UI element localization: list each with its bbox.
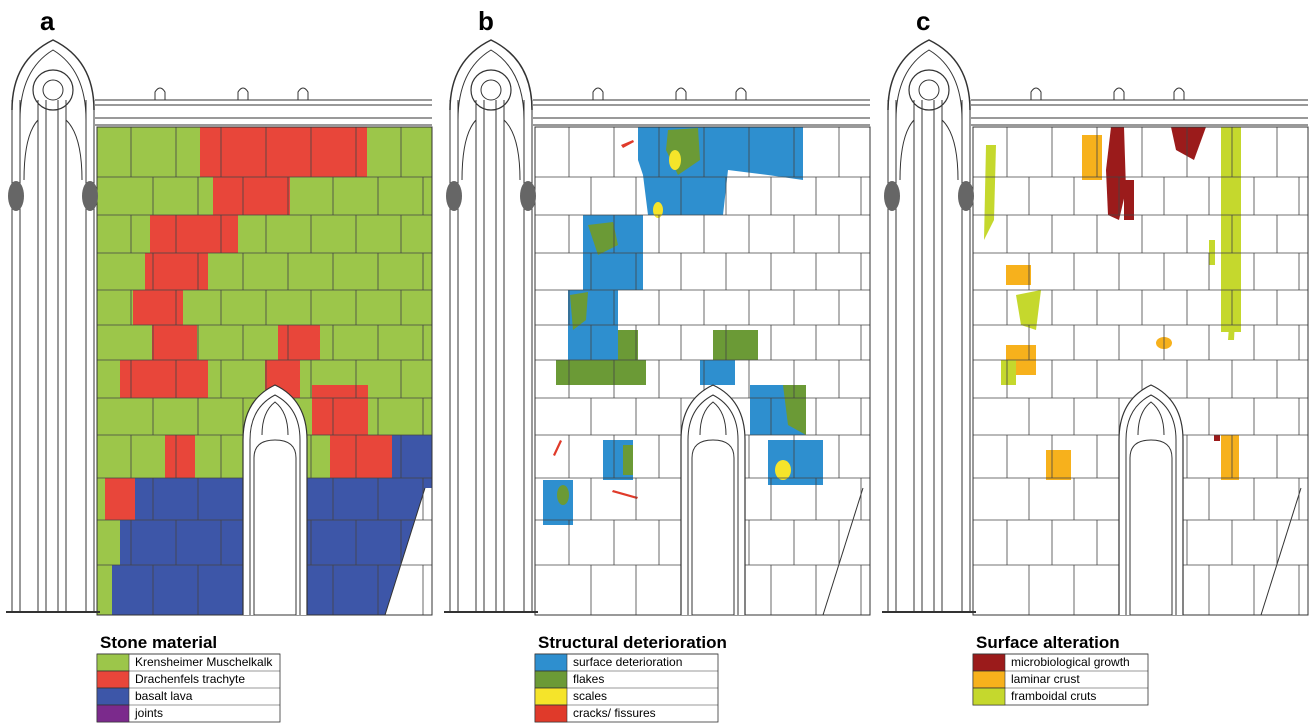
mapped-area [553, 440, 562, 456]
legend-label: framboidal cruts [1011, 689, 1096, 703]
quatrefoil [909, 70, 949, 110]
mapped-area [1006, 265, 1031, 285]
mapped-area [700, 360, 735, 385]
quatrefoil [33, 70, 73, 110]
mapped-area [557, 485, 569, 505]
mapped-area [1001, 360, 1016, 385]
mapped-area [618, 330, 638, 360]
panel: b Structural deterioration surface deterio… [444, 6, 870, 722]
panel-label: c [916, 6, 930, 36]
mapped-area [638, 127, 803, 215]
mapped-area [150, 215, 238, 253]
quatrefoil [919, 80, 939, 100]
quatrefoil [471, 70, 511, 110]
legend-label: basalt lava [135, 689, 193, 703]
legend-swatch [97, 688, 129, 705]
mapped-area [623, 445, 633, 475]
legend-label: microbiological growth [1011, 655, 1130, 669]
mapped-area [1214, 435, 1220, 441]
finial [593, 88, 603, 100]
mapped-area [621, 140, 634, 148]
mapped-area [1209, 240, 1215, 265]
finial [736, 88, 746, 100]
mapped-area [213, 177, 290, 215]
bay [823, 488, 870, 615]
panel-label: b [478, 6, 494, 36]
capital [884, 181, 900, 211]
legend-label: Krensheimer Muschelkalk [135, 655, 273, 669]
mapped-area [1016, 290, 1041, 330]
quatrefoil [43, 80, 63, 100]
mapped-area [775, 460, 791, 480]
mapped-area [1171, 127, 1206, 160]
panel: a Stone material Krensheimer Muschelkalk Dr… [6, 6, 432, 722]
finial [1114, 88, 1124, 100]
mapped-area [543, 480, 573, 525]
quatrefoil [481, 80, 501, 100]
panel: c Surface alteration microbiological growt… [882, 6, 1308, 705]
capital [8, 181, 24, 211]
window-opening [1130, 440, 1172, 615]
mapped-area [145, 253, 208, 290]
capital [82, 181, 98, 211]
mapped-area [1046, 450, 1071, 480]
finial [238, 88, 248, 100]
legend-label: Drachenfels trachyte [135, 672, 245, 686]
bay [1261, 488, 1308, 615]
mapped-area [653, 202, 663, 218]
finial [676, 88, 686, 100]
window-opening [254, 440, 296, 615]
mapped-area [105, 478, 135, 520]
mapped-area [984, 145, 996, 240]
finial [1031, 88, 1041, 100]
capital [520, 181, 536, 211]
mapped-area [120, 360, 208, 398]
figure: a Stone material Krensheimer Muschelkalk Dr… [0, 0, 1310, 724]
mapped-area [330, 435, 392, 478]
finial [1174, 88, 1184, 100]
legend-swatch [973, 671, 1005, 688]
mapped-area [669, 150, 681, 170]
legend-swatch [97, 705, 129, 722]
mapped-area [200, 127, 367, 177]
legend-swatch [97, 671, 129, 688]
legend-label: joints [134, 706, 163, 720]
gothic-arch [462, 120, 520, 180]
mapped-area [612, 490, 638, 499]
finial [298, 88, 308, 100]
legend-title: Structural deterioration [538, 633, 727, 652]
mapped-area [556, 360, 646, 385]
legend-swatch [535, 671, 567, 688]
legend-swatch [973, 688, 1005, 705]
mapped-area [133, 290, 183, 325]
legend-swatch [535, 688, 567, 705]
mapped-area [165, 435, 195, 478]
mapped-area [713, 330, 758, 360]
legend-label: laminar crust [1011, 672, 1080, 686]
mapped-area [1106, 127, 1126, 220]
mapped-area [278, 325, 320, 360]
mapped-area [152, 325, 197, 360]
mapped-area [312, 385, 368, 435]
mapped-area [1082, 135, 1102, 180]
legend-swatch [973, 654, 1005, 671]
gothic-arch [900, 120, 958, 180]
legend-swatch [97, 654, 129, 671]
finial [155, 88, 165, 100]
legend-label: cracks/ fissures [573, 706, 656, 720]
capital [958, 181, 974, 211]
mapped-area [1221, 435, 1239, 480]
legend-label: surface deterioration [573, 655, 682, 669]
capital [446, 181, 462, 211]
legend-title: Stone material [100, 633, 217, 652]
legend-swatch [535, 654, 567, 671]
mapped-area [1124, 180, 1134, 220]
legend-label: scales [573, 689, 607, 703]
legend-title: Surface alteration [976, 633, 1120, 652]
window-opening [692, 440, 734, 615]
legend-swatch [535, 705, 567, 722]
panel-label: a [40, 6, 55, 36]
legend-label: flakes [573, 672, 604, 686]
gothic-arch [24, 120, 82, 180]
